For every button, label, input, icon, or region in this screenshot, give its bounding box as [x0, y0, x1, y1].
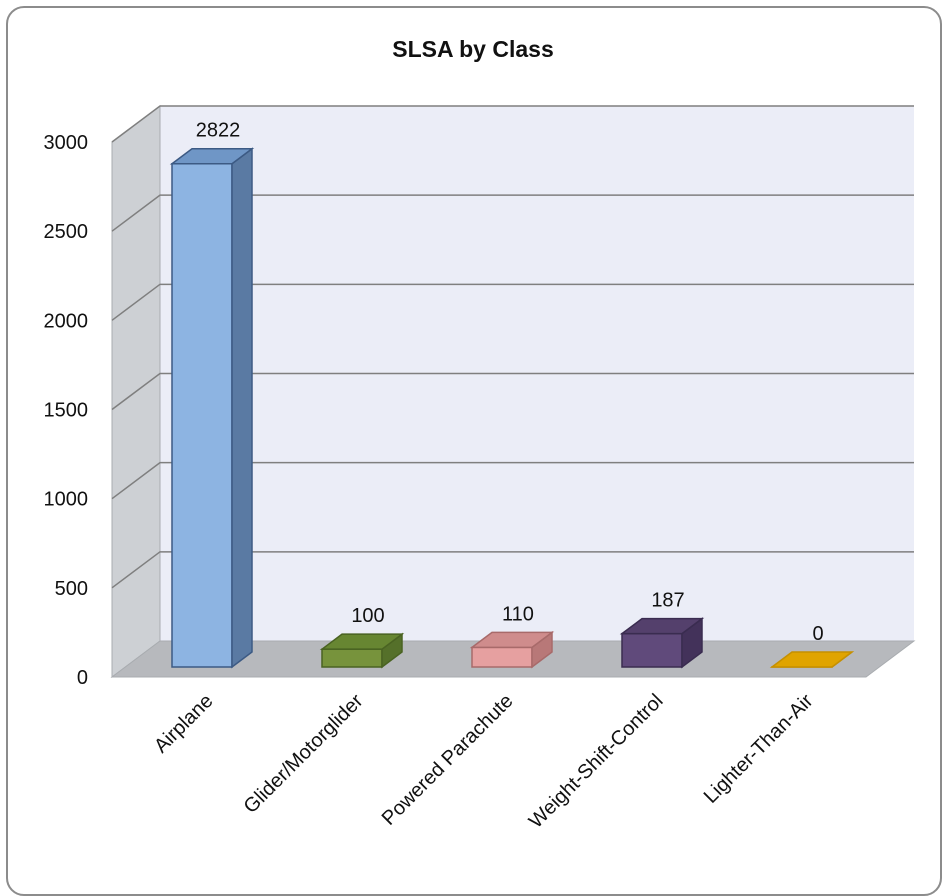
- x-tick-label: Lighter-Than-Air: [700, 690, 818, 808]
- bar-front: [172, 164, 232, 667]
- bar: [472, 632, 552, 667]
- data-label: 110: [502, 603, 534, 625]
- y-tick-label: 1000: [44, 489, 89, 511]
- data-label: 2822: [196, 120, 241, 142]
- y-tick-label: 500: [55, 578, 88, 600]
- x-tick-label: Weight-Shift-Control: [525, 690, 668, 833]
- y-tick-label: 2000: [44, 310, 89, 332]
- y-tick-label: 0: [77, 667, 88, 689]
- x-tick-label: Airplane: [150, 690, 217, 757]
- bar-front: [622, 634, 682, 667]
- data-label: 187: [651, 590, 684, 612]
- bar: [172, 149, 252, 667]
- x-tick-label: Powered Parachute: [378, 690, 518, 830]
- data-label: 0: [812, 623, 823, 645]
- bar-side: [232, 149, 252, 667]
- y-tick-label: 1500: [44, 400, 89, 422]
- x-tick-label: Glider/Motorglider: [240, 690, 368, 818]
- data-label: 100: [351, 605, 384, 627]
- bar: [622, 619, 702, 667]
- y-tick-label: 3000: [44, 132, 89, 154]
- bar-front: [322, 649, 382, 667]
- y-axis-ticks: 0 500 1000 1500 2000 2500 3000: [44, 132, 89, 689]
- y-tick-label: 2500: [44, 221, 89, 243]
- bar-front: [472, 647, 532, 667]
